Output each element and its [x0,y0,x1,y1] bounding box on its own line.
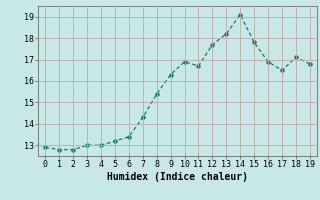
X-axis label: Humidex (Indice chaleur): Humidex (Indice chaleur) [107,172,248,182]
